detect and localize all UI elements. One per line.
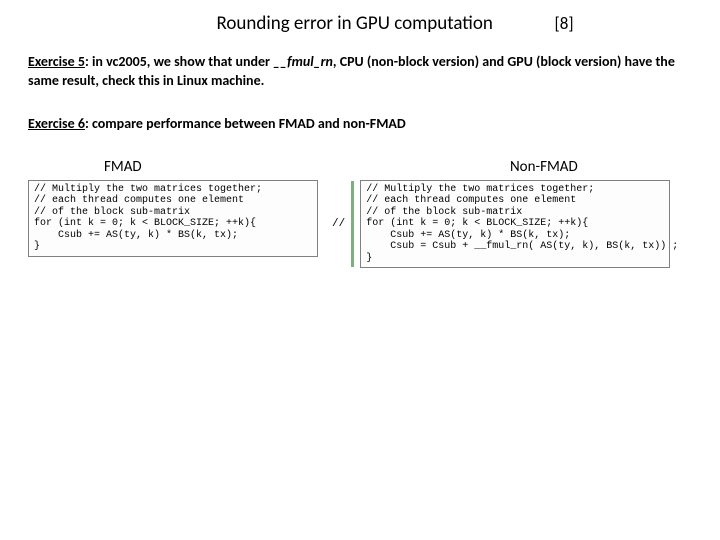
- vertical-bar: [351, 181, 354, 267]
- code-box-nonfmad: // Multiply the two matrices together; /…: [360, 180, 670, 269]
- exercise-6-text: : compare performance between FMAD and n…: [85, 115, 406, 132]
- exercise-6: Exercise 6: compare performance between …: [28, 115, 692, 134]
- exercise-5-func: __fmul_rn: [273, 53, 333, 70]
- title-row: Rounding error in GPU computation [8]: [28, 12, 692, 35]
- code-box-fmad: // Multiply the two matrices together; /…: [28, 180, 318, 257]
- column-title-left: FMAD: [28, 158, 360, 176]
- page-title: Rounding error in GPU computation: [216, 12, 492, 35]
- comment-marker: //: [332, 218, 345, 230]
- exercise-5: Exercise 5: in vc2005, we show that unde…: [28, 53, 692, 91]
- slide-page: Rounding error in GPU computation [8] Ex…: [0, 0, 720, 280]
- exercise-5-text-a: : in vc2005, we show that under: [85, 53, 273, 70]
- exercise-6-label: Exercise 6: [28, 115, 85, 132]
- code-wrap-right: // // Multiply the two matrices together…: [332, 180, 670, 269]
- column-titles: FMAD Non-FMAD: [28, 158, 692, 176]
- page-number: [8]: [555, 13, 574, 34]
- code-row: // Multiply the two matrices together; /…: [28, 180, 692, 269]
- exercise-5-label: Exercise 5: [28, 53, 85, 70]
- column-title-right: Non-FMAD: [360, 158, 692, 176]
